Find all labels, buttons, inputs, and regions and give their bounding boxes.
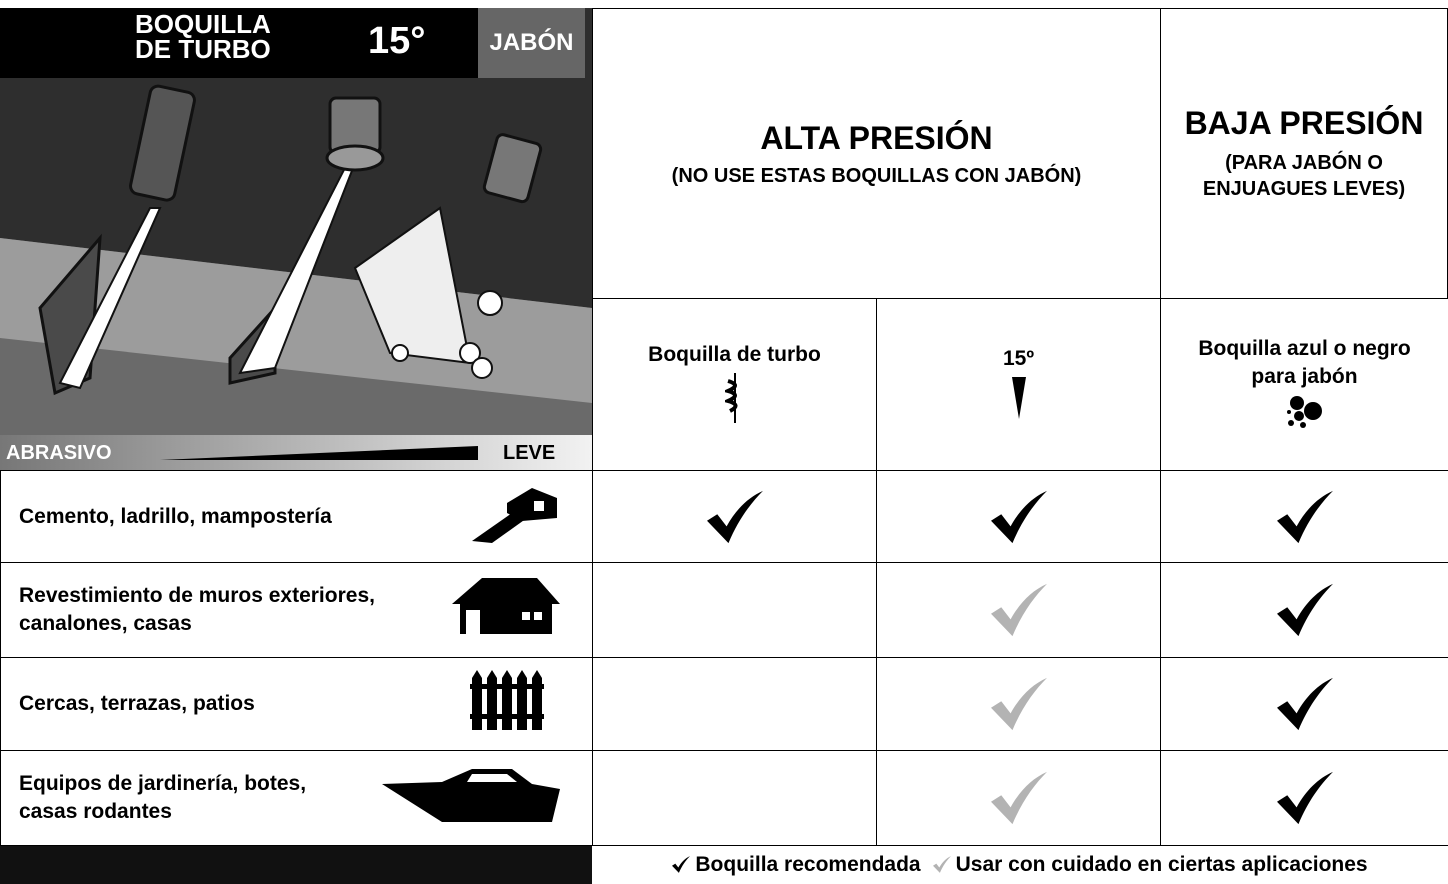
nozzle-icon bbox=[1285, 395, 1325, 435]
row-label-line: canalones, casas bbox=[19, 612, 192, 635]
column-header-text: 15º bbox=[1002, 346, 1035, 370]
legend-item: Usar con cuidado en ciertas aplicaciones bbox=[932, 852, 1368, 877]
high-pressure-header: ALTA PRESIÓN (NO USE ESTAS BOQUILLAS CON… bbox=[592, 8, 1161, 299]
table-cell bbox=[876, 750, 1161, 846]
legend-text: Boquilla recomendada bbox=[695, 852, 921, 876]
surface-icon bbox=[452, 576, 562, 644]
nozzle-icon bbox=[1011, 376, 1026, 425]
scale-left: ABRASIVO bbox=[6, 442, 112, 464]
check-icon bbox=[932, 856, 951, 873]
panel-title-line: BOQUILLA bbox=[135, 9, 271, 39]
row-label-line: Cercas, terrazas, patios bbox=[19, 692, 255, 715]
check-icon bbox=[990, 583, 1047, 637]
row-label-line: Cemento, ladrillo, mampostería bbox=[19, 504, 332, 528]
table-cell bbox=[592, 470, 877, 563]
check-icon bbox=[1276, 677, 1333, 731]
column-header: Boquilla de turbo bbox=[592, 298, 877, 471]
check-icon bbox=[1276, 490, 1333, 543]
table-cell bbox=[592, 750, 877, 846]
nozzle-illustration bbox=[0, 8, 592, 470]
column-header-text: Boquilla azul o negro para jabón bbox=[1198, 336, 1411, 388]
panel-title: BOQUILLA DE TURBO bbox=[135, 9, 271, 64]
header-note-line: ENJUAGUES LEVES) bbox=[1202, 178, 1406, 200]
check-icon bbox=[990, 677, 1047, 731]
column-header-text: Boquilla de turbo bbox=[648, 342, 821, 366]
low-pressure-header: BAJA PRESIÓN (PARA JABÓN O ENJUAGUES LEV… bbox=[1160, 8, 1448, 299]
table-cell bbox=[1160, 657, 1448, 751]
legend: Boquilla recomendada Usar con cuidado en … bbox=[592, 845, 1448, 884]
check-icon bbox=[990, 490, 1047, 543]
scale-right: LEVE bbox=[503, 442, 556, 464]
legend-text: Usar con cuidado en ciertas aplicaciones bbox=[955, 852, 1368, 876]
panel-angle: 15° bbox=[368, 20, 426, 62]
check-icon bbox=[1276, 583, 1333, 637]
table-cell bbox=[592, 562, 877, 658]
table-cell bbox=[1160, 470, 1448, 563]
table-cell bbox=[1160, 750, 1448, 846]
check-icon bbox=[1276, 771, 1333, 825]
panel-soap: JABÓN bbox=[489, 29, 574, 56]
legend-item: Boquilla recomendada bbox=[672, 852, 921, 877]
row-label-cell: Cercas, terrazas, patios bbox=[0, 657, 593, 751]
row-label: Revestimiento de muros exteriores, canalo… bbox=[19, 582, 375, 638]
header-title: ALTA PRESIÓN bbox=[760, 119, 993, 156]
header-note-line: (PARA JABÓN O bbox=[1225, 152, 1383, 174]
table-cell bbox=[876, 470, 1161, 563]
check-icon bbox=[706, 490, 763, 543]
header-title: BAJA PRESIÓN bbox=[1184, 105, 1424, 141]
row-label-cell: Equipos de jardinería, botes, casas rodan… bbox=[0, 750, 593, 846]
surface-icon bbox=[452, 670, 562, 738]
check-icon bbox=[672, 856, 691, 873]
table-cell bbox=[876, 657, 1161, 751]
table-cell bbox=[592, 657, 877, 751]
table-cell bbox=[1160, 562, 1448, 658]
row-label-line: Equipos de jardinería, botes, bbox=[19, 772, 307, 795]
row-label-cell: Revestimiento de muros exteriores, canalo… bbox=[0, 562, 593, 658]
row-label-cell: Cemento, ladrillo, mampostería bbox=[0, 470, 593, 563]
panel-title-line: DE TURBO bbox=[135, 34, 271, 64]
row-label-line: Revestimiento de muros exteriores, bbox=[19, 584, 375, 607]
header-note: (NO USE ESTAS BOQUILLAS CON JABÓN) bbox=[671, 164, 1082, 187]
row-label: Cemento, ladrillo, mampostería bbox=[19, 503, 332, 531]
check-icon bbox=[990, 771, 1047, 825]
row-label: Cercas, terrazas, patios bbox=[19, 690, 255, 718]
row-label: Equipos de jardinería, botes, casas rodan… bbox=[19, 770, 306, 826]
row-label-line: casas rodantes bbox=[19, 800, 172, 823]
nozzle-icon bbox=[721, 372, 745, 429]
footer-bar bbox=[0, 845, 592, 884]
surface-icon bbox=[452, 483, 562, 551]
column-header: Boquilla azul o negro para jabón bbox=[1160, 298, 1448, 471]
header-note: (PARA JABÓN O ENJUAGUES LEVES) bbox=[1203, 150, 1405, 202]
surface-icon bbox=[382, 764, 562, 832]
column-header: 15º bbox=[876, 298, 1161, 471]
table-cell bbox=[876, 562, 1161, 658]
